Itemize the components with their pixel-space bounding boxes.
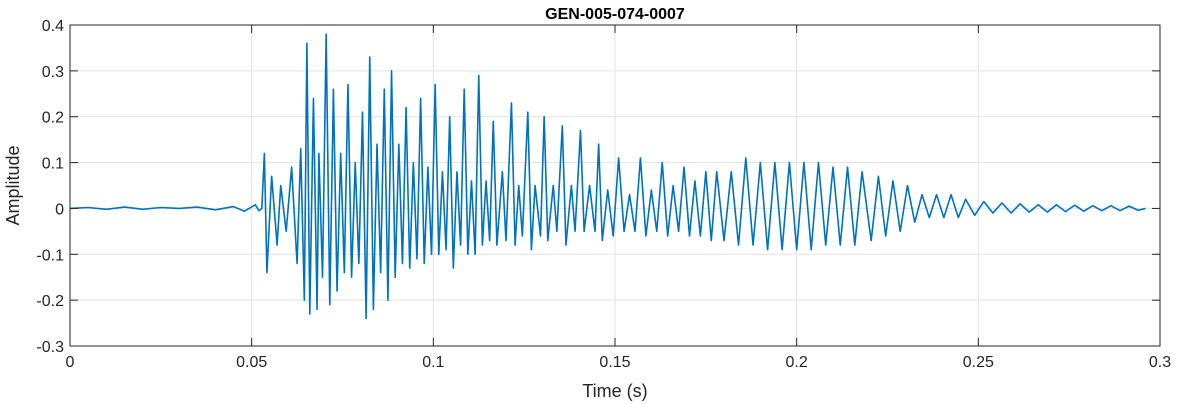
- x-tick-label: 0.1: [422, 354, 444, 371]
- y-tick-label: 0.1: [42, 156, 64, 173]
- x-tick-label: 0.05: [236, 354, 267, 371]
- x-tick-label: 0.15: [599, 354, 630, 371]
- y-axis-label: Amplitude: [3, 145, 23, 225]
- grid: [69, 24, 1161, 347]
- y-tick-label: 0: [55, 201, 64, 218]
- x-tick-label: 0.2: [786, 354, 808, 371]
- y-tick-label: -0.3: [36, 339, 64, 356]
- y-axis-ticks: -0.3 -0.2 -0.1 0 0.1 0.2 0.3 0.4: [36, 18, 1160, 356]
- y-tick-label: 0.2: [42, 110, 64, 127]
- y-tick-label: 0.3: [42, 64, 64, 81]
- y-tick-label: -0.1: [36, 247, 64, 264]
- x-tick-label: 0.25: [963, 354, 994, 371]
- amplitude-line: [69, 33, 1146, 320]
- x-axis-label: Time (s): [582, 381, 647, 401]
- x-axis-ticks: 0 0.05 0.1 0.15 0.2 0.25 0.3: [66, 25, 1171, 371]
- y-tick-label: 0.4: [42, 18, 64, 35]
- x-tick-label: 0: [66, 354, 75, 371]
- x-tick-label: 0.3: [1149, 354, 1171, 371]
- plot-series: [69, 33, 1146, 320]
- chart-title: GEN-005-074-0007: [545, 6, 685, 23]
- y-tick-label: -0.2: [36, 293, 64, 310]
